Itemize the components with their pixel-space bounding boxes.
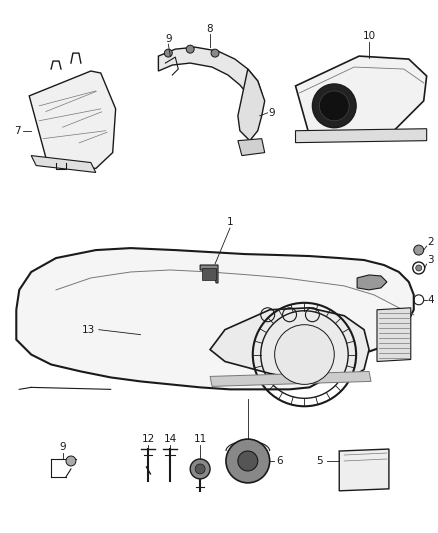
Text: 9: 9 [268,108,275,118]
Text: 13: 13 [82,325,95,335]
Circle shape [195,464,205,474]
Text: 8: 8 [207,24,213,34]
Circle shape [164,49,172,57]
Circle shape [186,45,194,53]
Circle shape [275,325,334,384]
Text: 10: 10 [363,31,376,41]
Polygon shape [159,47,262,109]
Text: 1: 1 [226,217,233,227]
Text: 12: 12 [142,434,155,444]
Text: 11: 11 [194,434,207,444]
Polygon shape [377,308,411,361]
Text: 2: 2 [427,237,434,247]
Polygon shape [339,449,389,491]
Text: 9: 9 [60,442,66,452]
Circle shape [190,459,210,479]
Circle shape [319,91,349,121]
Text: 7: 7 [14,126,21,136]
FancyBboxPatch shape [202,268,216,280]
Text: 5: 5 [316,456,323,466]
Text: 9: 9 [165,34,172,44]
Circle shape [211,49,219,57]
Circle shape [414,245,424,255]
Text: 4: 4 [427,295,434,305]
Polygon shape [238,69,265,141]
Polygon shape [238,139,265,156]
Circle shape [312,84,356,128]
Polygon shape [200,265,218,283]
Circle shape [416,265,422,271]
Text: 3: 3 [427,255,434,265]
Polygon shape [210,308,369,382]
Polygon shape [210,372,371,386]
Circle shape [66,456,76,466]
Polygon shape [16,248,414,389]
Text: 14: 14 [164,434,177,444]
Polygon shape [296,129,427,143]
Circle shape [238,451,258,471]
Polygon shape [357,275,387,290]
Circle shape [226,439,270,483]
Text: 6: 6 [276,456,283,466]
Polygon shape [29,71,116,168]
Polygon shape [296,56,427,136]
Polygon shape [31,156,96,173]
